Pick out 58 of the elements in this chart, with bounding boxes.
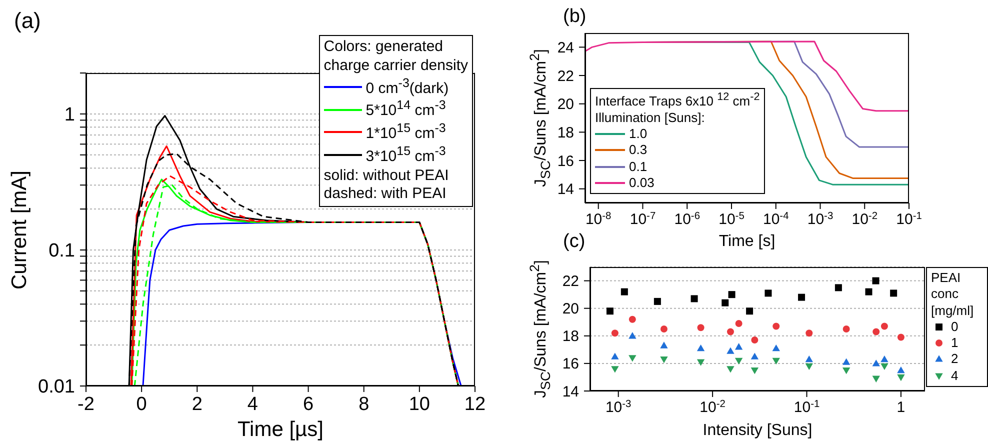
annotation: dashed: with PEAI: [324, 185, 448, 204]
y-tick-label: 22: [557, 68, 574, 85]
x-tick-label: 1: [896, 398, 906, 416]
x-tick-label: -2: [78, 394, 94, 416]
y-tick-label: 18: [562, 328, 579, 346]
y-tick-label: 1: [64, 104, 75, 126]
legend-label: 5*10$^{14}$ cm$^{-3}$: [366, 98, 446, 121]
y-tick-label: 20: [562, 300, 579, 318]
annotation: solid: without PEAI: [324, 166, 450, 186]
x-tick-label: 10$^{-4}$: [762, 210, 790, 228]
x-axis-title: Time [µs]: [238, 418, 324, 442]
y-tick-label: 16: [562, 356, 579, 373]
x-tick-label: 4: [247, 394, 258, 416]
x-axis-title: Time [s]: [718, 233, 776, 251]
x-tick-label: 10$^{-6}$: [674, 210, 700, 228]
x-tick-label: 10$^{-1}$: [896, 210, 922, 228]
legend-label: 0: [951, 318, 958, 335]
x-tick-label: 10$^{-1}$: [794, 398, 820, 416]
y-tick-label: 18: [557, 124, 574, 142]
x-tick-label: 10$^{-2}$: [700, 398, 726, 416]
x-tick-label: 10$^{-7}$: [630, 210, 656, 228]
x-tick-label: 10$^{-5}$: [718, 210, 745, 228]
y-tick-label: 14: [557, 181, 574, 198]
y-axis-title: Current [mA]: [8, 170, 32, 290]
x-axis-title: Intensity [Suns]: [702, 422, 812, 440]
legend-label: 0 cm$^{-3}$(dark): [366, 76, 449, 98]
y-tick-label: 16: [557, 152, 574, 170]
x-tick-label: 10$^{-3}$: [807, 210, 834, 228]
chart-title: (b): [563, 6, 586, 28]
legend-label: 0.03: [629, 174, 654, 191]
x-tick-label: 10$^{-3}$: [605, 398, 632, 416]
x-tick-label: 2: [192, 394, 202, 416]
legend-label: 0.3: [629, 142, 648, 158]
legend-title: PEAI conc [mg/ml]: [931, 270, 975, 319]
legend-label: 0.1: [629, 158, 648, 175]
x-tick-label: 10$^{-8}$: [585, 210, 612, 228]
x-tick-label: 6: [302, 394, 314, 416]
legend-label: 1.0: [629, 126, 648, 142]
legend-label: 1*10$^{15}$ cm$^{-3}$: [366, 121, 446, 144]
legend-label: 3*10$^{15}$ cm$^{-3}$: [366, 144, 446, 166]
y-tick-label: 0.01: [38, 376, 75, 398]
y-tick-label: 22: [562, 273, 579, 290]
chart-title: (c): [563, 231, 586, 253]
legend-label: 2: [951, 351, 958, 368]
legend-title: Colors: generated charge carrier density: [324, 38, 468, 76]
y-tick-label: 0.1: [48, 240, 75, 262]
text: Interface Traps 6x10 $^{12}$ cm$^{-2}$ Illumination [Suns]:: [595, 91, 760, 125]
y-tick-label: 20: [557, 96, 574, 114]
x-tick-label: 0: [136, 394, 147, 416]
y-tick-label: 14: [562, 383, 579, 400]
x-tick-label: 12: [464, 394, 486, 416]
x-tick-label: 10: [408, 394, 430, 416]
legend-label: 4: [951, 368, 958, 384]
y-tick-label: 24: [557, 39, 574, 56]
x-tick-label: 8: [358, 394, 370, 416]
x-tick-label: 10$^{-2}$: [852, 210, 878, 228]
chart-title: (a): [14, 8, 41, 34]
legend-label: 1: [951, 335, 958, 352]
